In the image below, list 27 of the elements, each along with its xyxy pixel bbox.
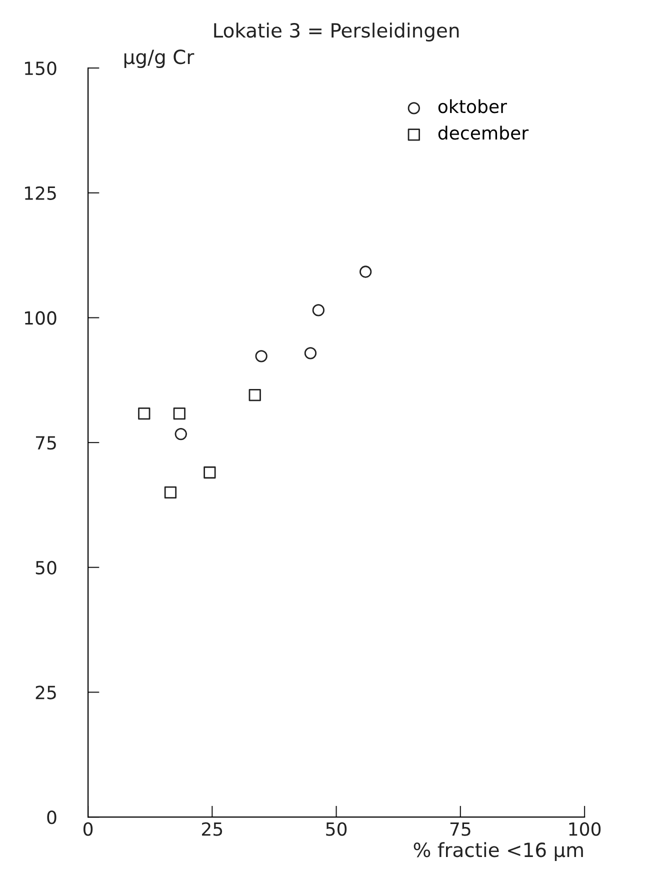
point [312, 304, 324, 316]
y-tick-label: 25 [36, 686, 56, 700]
x-tick-label: 100 [569, 822, 601, 836]
y-tick-label: 150 [25, 61, 56, 76]
y-tick-label: 75 [36, 436, 56, 450]
y-tick-label: 50 [36, 560, 56, 574]
legend-label: december [438, 126, 529, 140]
point [248, 389, 261, 402]
chart-title: Lokatie 3 = Persleidingen [214, 22, 459, 42]
point [173, 408, 186, 420]
point [204, 466, 216, 479]
y-tick-label: 100 [25, 311, 56, 325]
point [304, 347, 317, 360]
x-tick-label: 50 [326, 822, 347, 836]
point [360, 266, 372, 278]
x-tick-label: 0 [83, 822, 93, 836]
y-tick-label: 125 [25, 186, 56, 200]
y-axis-title: µg/g Cr [124, 50, 194, 68]
x-tick-label: 25 [202, 822, 222, 836]
point [174, 428, 187, 440]
point [255, 350, 268, 362]
point [164, 486, 177, 499]
x-tick-label: 75 [450, 822, 470, 836]
x-axis-title: % fractie <16 µm [414, 842, 583, 861]
point [138, 408, 150, 420]
legend-label: oktober [438, 99, 508, 114]
y-tick-label: 0 [47, 810, 56, 824]
